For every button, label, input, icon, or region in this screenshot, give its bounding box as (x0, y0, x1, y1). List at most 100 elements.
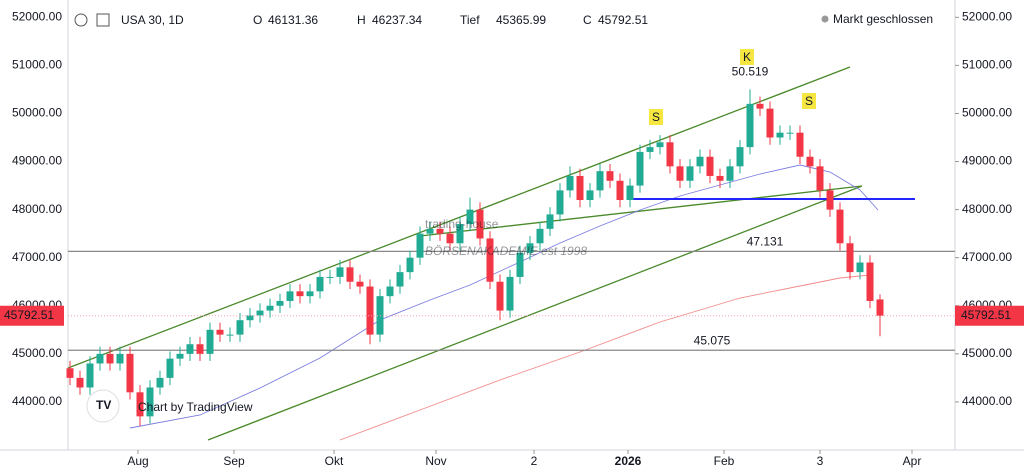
candle-body (386, 286, 394, 297)
moving-average-long (339, 274, 871, 441)
candle-body (336, 267, 344, 277)
close-label: C (583, 13, 592, 27)
y-tick-label-left: 49000.00 (12, 154, 62, 168)
candle-body (616, 180, 624, 200)
y-tick-label-left: 44000.00 (12, 394, 62, 408)
candle-body (536, 228, 544, 244)
candle-body (146, 387, 154, 417)
credit[interactable]: Chart by TradingView (138, 400, 253, 414)
candle-body (826, 190, 834, 210)
candle-body (166, 358, 174, 378)
level-label: 47.131 (747, 235, 784, 249)
candle-body (126, 353, 134, 393)
candle-body (836, 209, 844, 244)
candle-body (736, 147, 744, 167)
open-label: O (253, 13, 262, 27)
candle-body (706, 156, 714, 176)
watermark-logo: trading-house (425, 217, 499, 231)
y-tick-label: 45000.00 (962, 346, 1012, 360)
candle-body (356, 281, 364, 287)
candle-body (436, 228, 444, 234)
moving-average-short (129, 164, 879, 429)
symbol[interactable]: USA 30, 1D (121, 13, 184, 27)
candle-body (756, 103, 764, 109)
candle-body (606, 171, 614, 181)
candle-body (156, 377, 164, 388)
channel-upper (67, 66, 851, 369)
watermark: trading-house BÖRSENAKADEMIE est 1998 (425, 217, 587, 258)
last-price-badge-left (0, 305, 64, 326)
candle-body (216, 329, 224, 335)
candle-body (666, 142, 674, 167)
candle-body (136, 392, 144, 417)
candle-body (446, 233, 454, 244)
candle-body (596, 171, 604, 191)
candle-body (66, 368, 74, 378)
candle-body (506, 276, 514, 311)
candle-body (546, 214, 554, 229)
y-tick-label-left: 45000.00 (12, 346, 62, 360)
candle-body (176, 353, 184, 359)
candle-body (406, 257, 414, 273)
candle-body (346, 267, 354, 282)
candle-body (716, 175, 724, 181)
pattern-badge (649, 109, 663, 125)
close-value: 45792.51 (598, 13, 648, 27)
y-tick-label: 50000.00 (962, 106, 1012, 120)
x-tick-label: 2 (531, 454, 538, 468)
candle-body (296, 291, 304, 297)
candle-body (766, 108, 774, 138)
tv-logo (86, 389, 120, 423)
candle-body (196, 344, 204, 354)
market-status: Markt geschlossen (833, 12, 933, 26)
candle-body (696, 156, 704, 167)
candle-body (646, 147, 654, 152)
candle-body (286, 291, 294, 301)
candle-body (556, 190, 564, 215)
candle-body (186, 344, 194, 354)
candle-body (626, 185, 634, 200)
pattern-label: K (743, 50, 751, 64)
y-tick-label-left: 51000.00 (12, 58, 62, 72)
candle-body (656, 142, 664, 148)
candle-body (816, 166, 824, 191)
x-tick-label: Nov (425, 454, 446, 468)
candle-body (866, 262, 874, 301)
x-tick-label: Aug (127, 454, 148, 468)
pattern-label: S (805, 94, 813, 108)
candle-body (416, 233, 424, 258)
tv-logo-mark: TV (96, 398, 111, 412)
x-tick-label: Apr (903, 454, 922, 468)
candle-body (846, 243, 854, 273)
low-label: Tief (460, 13, 480, 27)
candle-body (806, 156, 814, 167)
candle-body (676, 166, 684, 181)
collapse-icon[interactable] (74, 13, 88, 27)
candle-body (236, 320, 244, 335)
y-tick-label: 44000.00 (962, 394, 1012, 408)
x-tick-label: Sep (223, 454, 245, 468)
candle-body (306, 291, 314, 297)
candle-body (576, 175, 584, 200)
candle-body (246, 315, 254, 321)
candle-body (96, 353, 104, 364)
last-price-badge (955, 305, 1024, 326)
y-tick-label-left: 47000.00 (12, 250, 62, 264)
x-tick-label: Okt (325, 454, 344, 468)
compare-icon[interactable] (96, 13, 110, 27)
candle-body (116, 353, 124, 364)
last-price-label-left: 45792.51 (4, 308, 54, 322)
candle-body (486, 238, 494, 282)
y-tick-label-left: 52000.00 (12, 9, 62, 23)
last-price-label: 45792.51 (961, 308, 1011, 322)
candle-body (206, 329, 214, 354)
candle-body (276, 300, 284, 306)
pattern-badge (802, 93, 816, 109)
candle-body (856, 262, 864, 273)
watermark-sub: BÖRSENAKADEMIE est 1998 (425, 244, 587, 258)
candle-body (396, 272, 404, 287)
y-tick-label: 49000.00 (962, 154, 1012, 168)
candle-body (726, 166, 734, 181)
candle-body (566, 175, 574, 191)
